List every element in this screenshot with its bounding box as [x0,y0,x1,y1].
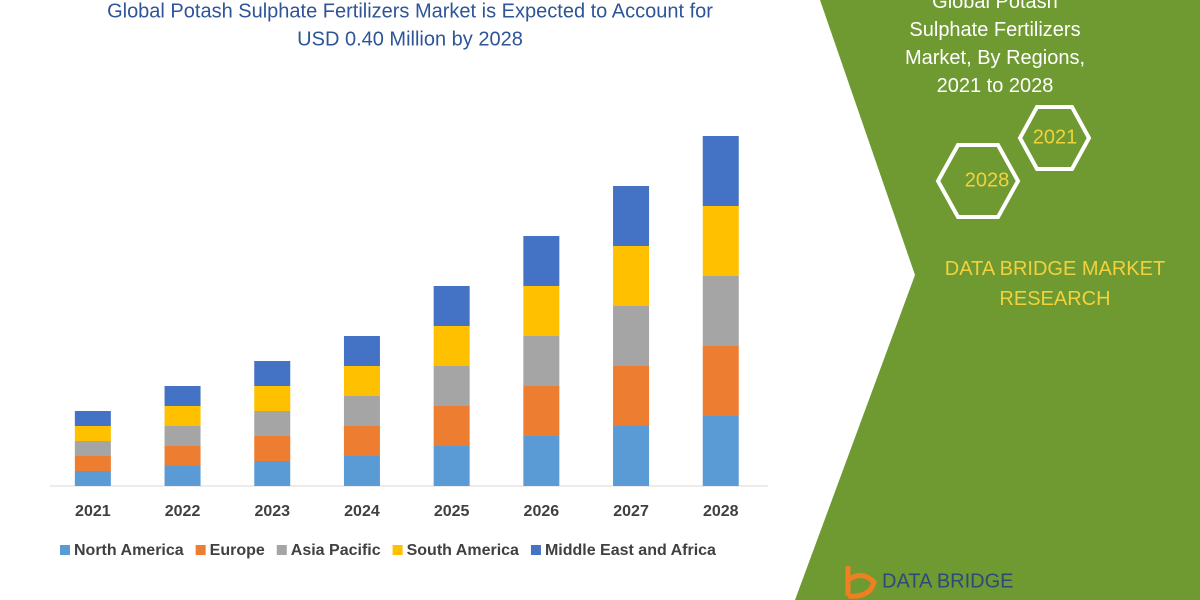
bar-segment [164,446,201,466]
bar-segment [702,276,739,346]
side-panel [795,0,1200,600]
bar-segment [433,406,470,446]
x-tick-label: 2025 [434,503,470,520]
bar-segment [433,366,470,406]
logo-icon [845,566,877,599]
x-tick-label: 2021 [75,503,111,520]
bar-segment [613,186,650,246]
bar-segment [254,411,291,436]
chart-title: Global Potash Sulphate Fertilizers Marke… [107,0,713,22]
panel-heading: Global Potash Sulphate Fertilizers Marke… [904,0,1086,97]
bar-segment [343,426,380,456]
bar-segment [702,206,739,276]
hexagon [1017,105,1092,171]
bar-segment [343,336,380,366]
bar-segment [343,396,380,426]
bar-segment [74,441,111,456]
bar-segment [74,426,111,441]
bar-segment [702,416,739,486]
legend-label: South America [407,542,519,559]
bar-segment [433,326,470,366]
x-tick-label: 2024 [344,503,380,520]
legend-label: Asia Pacific [291,542,381,559]
bar-segment [74,411,111,426]
x-tick-label: 2027 [613,503,649,520]
hexagon [935,143,1021,219]
bar-segment [164,466,201,486]
bar-segment [523,336,560,386]
legend-label: Middle East and Africa [545,542,716,559]
bar-segment [523,436,560,486]
bar-segment [74,471,111,486]
bar-segment [523,286,560,336]
bar-segment [254,386,291,411]
bar-segment [343,456,380,486]
bar-segment [164,426,201,446]
bar-segment [254,461,291,486]
bar-segment [613,246,650,306]
bar-segment [343,366,380,396]
legend-swatch [530,545,541,555]
bar-segment [613,306,650,366]
bar-segment [433,286,470,326]
bar-segment [254,436,291,461]
bar-segment [74,456,111,471]
chart-title: USD 0.40 Million by 2028 [297,28,523,50]
legend-swatch [392,545,403,555]
logo-text: DATA BRIDGE [882,570,1014,592]
legend-swatch [60,545,70,555]
x-tick-label: 2026 [524,503,560,520]
x-tick-label: 2023 [254,503,290,520]
legend-label: North America [74,542,184,559]
bar-segment [613,426,650,486]
bar-segment [702,346,739,416]
bar-segment [702,136,739,206]
legend-swatch [276,545,287,555]
bar-segment [523,386,560,436]
bar-segment [164,386,201,406]
hexagon-label: 2028 [965,169,1010,191]
legend-label: Europe [210,542,265,559]
bar-segment [254,361,291,386]
bar-segment [523,236,560,286]
bar-segment [613,366,650,426]
x-tick-label: 2022 [165,503,201,520]
bar-segment [164,406,201,426]
brand: DATA BRIDGE MARKET RESEARCH [944,258,1166,310]
hexagon-label: 2021 [1033,126,1078,148]
x-tick-label: 2028 [703,503,739,520]
bar-segment [433,446,470,486]
legend-swatch [195,545,206,555]
